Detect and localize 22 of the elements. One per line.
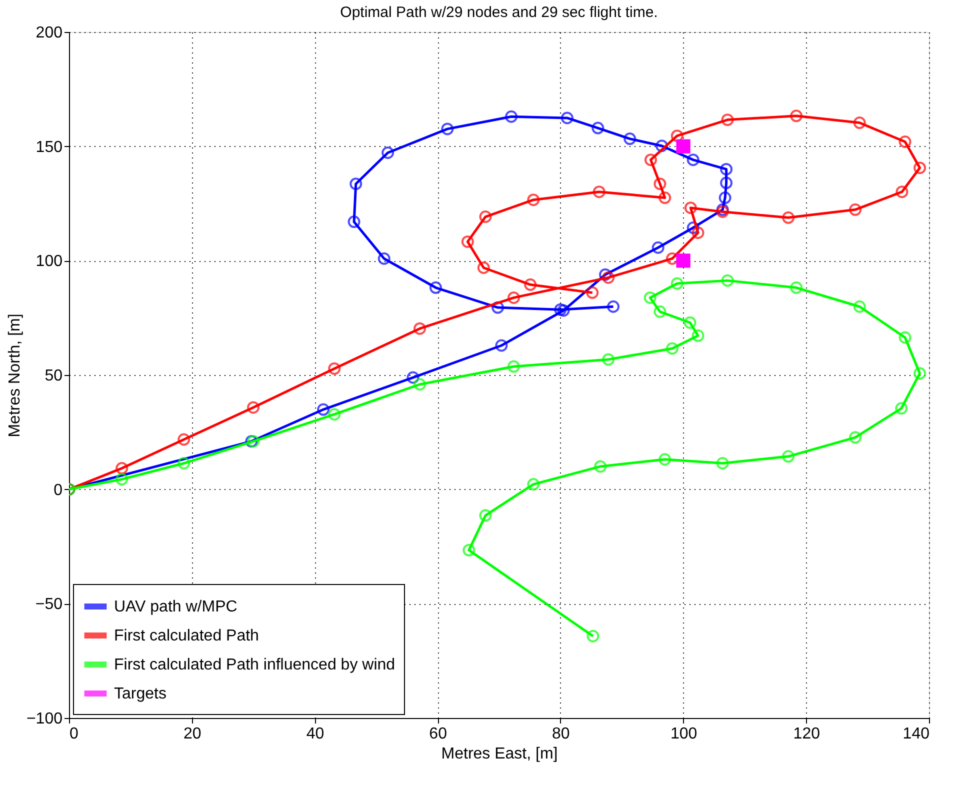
- x-tick-label: 80: [552, 726, 570, 742]
- x-tick-label: 40: [306, 726, 324, 742]
- x-tick-label: 120: [793, 726, 820, 742]
- y-tick-label: 200: [36, 24, 63, 42]
- legend-label: First calculated Path: [114, 628, 259, 644]
- y-tick-label: −50: [35, 596, 63, 614]
- x-tick-label: 140: [902, 726, 930, 742]
- y-tick-label: 100: [36, 253, 63, 270]
- y-tick-label: 0: [54, 482, 63, 499]
- x-tick-label: 60: [429, 726, 448, 742]
- y-tick-label: 50: [44, 368, 63, 384]
- x-axis-title: Metres East, [m]: [441, 746, 558, 762]
- y-tick-label: 150: [36, 138, 63, 156]
- chart-title: Optimal Path w/29 nodes and 29 sec flight time.: [340, 4, 658, 21]
- legend-label: Targets: [114, 686, 166, 702]
- x-tick-label: 0: [70, 726, 78, 742]
- legend-label: First calculated Path influenced by wind: [114, 656, 396, 674]
- x-tick-label: 100: [670, 726, 698, 742]
- x-tick-label: 20: [183, 726, 202, 742]
- y-tick-label: −100: [26, 710, 63, 728]
- legend-label: UAV path w/MPC: [114, 598, 238, 616]
- y-axis-title: Metres North, [m]: [6, 314, 24, 438]
